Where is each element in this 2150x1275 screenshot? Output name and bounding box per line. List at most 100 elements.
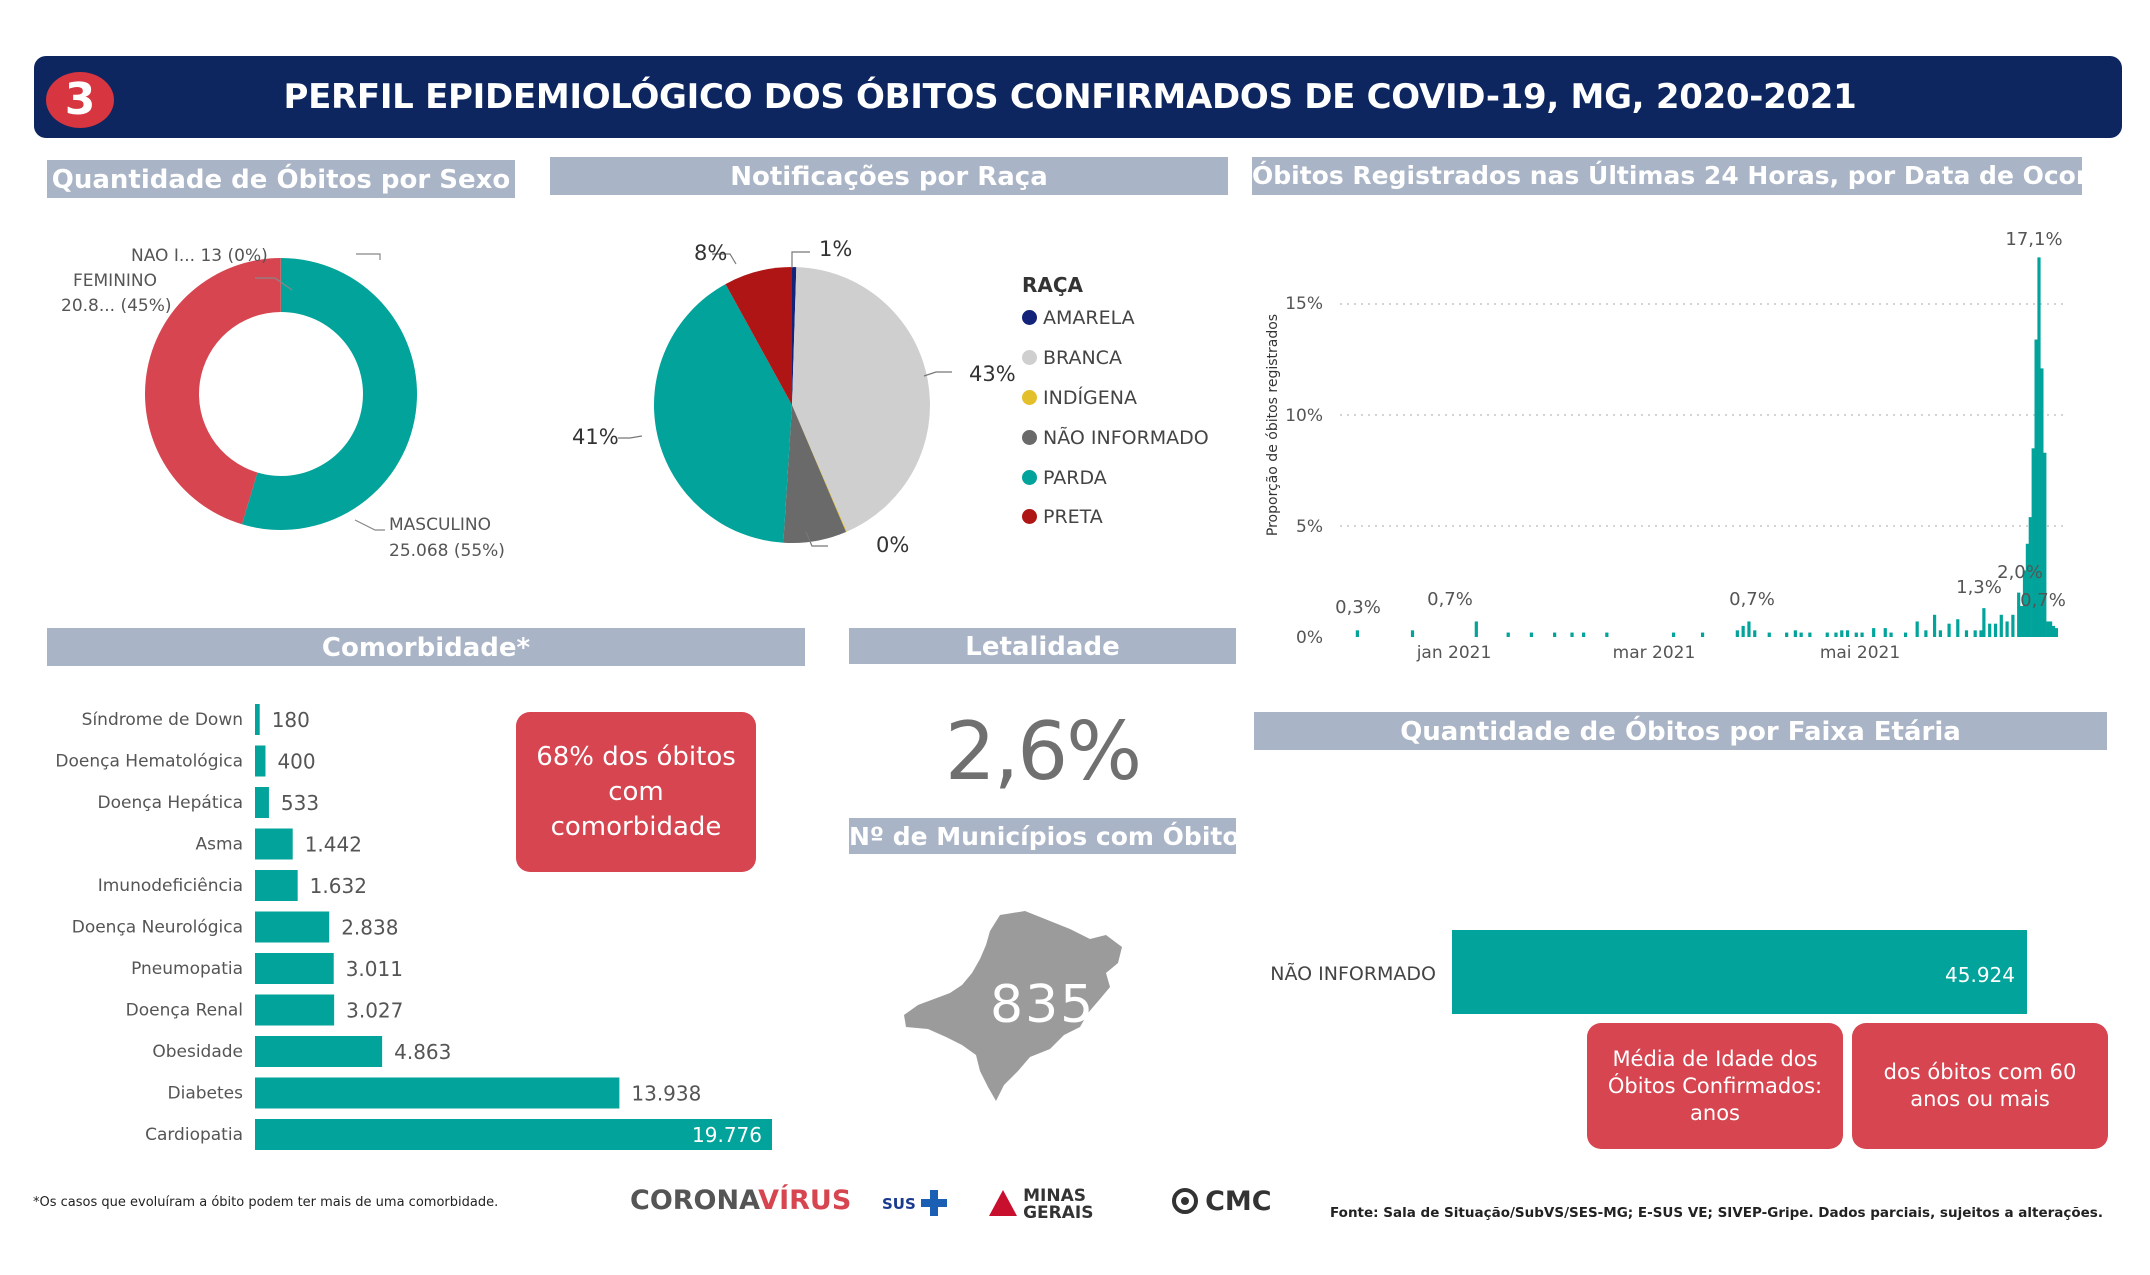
ytick-15: 15% — [1285, 294, 1323, 314]
timeline-bar — [2031, 448, 2035, 637]
legend-swatch — [1022, 390, 1037, 405]
raca-label-amarela: 1% — [819, 237, 853, 261]
timeline-ylabel: Proporção de óbitos registrados — [1265, 314, 1281, 536]
section-header-ultimas24: Óbitos Registrados nas Últimas 24 Horas,… — [1252, 157, 2082, 195]
comorbidade-bar — [255, 994, 335, 1026]
timeline-bar — [1840, 630, 1844, 637]
faixa-etaria-bar-chart: NÃO INFORMADO 45.924 — [1270, 930, 2027, 1014]
comorbidade-category-label: Obesidade — [152, 1042, 243, 1062]
comorbidade-callout-text: 68% dos óbitos com comorbidade — [536, 741, 736, 842]
comorbidade-bar — [255, 911, 330, 943]
sexo-label-feminino-value: 20.8... (45%) — [61, 296, 172, 316]
comorbidade-bar — [255, 870, 298, 901]
faixa-value-label: 45.924 — [1945, 963, 2015, 987]
legend-swatch — [1022, 310, 1037, 325]
xtick-jan: jan 2021 — [1416, 643, 1492, 663]
timeline-bar — [1999, 614, 2003, 637]
comorbidade-bar — [255, 704, 260, 735]
logo-minas-text: MINAS — [1023, 1186, 1086, 1206]
comorbidade-value-label: 180 — [272, 708, 310, 732]
section-number-badge: 3 — [46, 72, 114, 128]
comorbidade-value-label: 3.027 — [346, 999, 403, 1023]
comorbidade-category-label: Doença Renal — [126, 1001, 243, 1021]
media-idade-callout: Média de Idade dos Óbitos Confirmados: a… — [1587, 1023, 1843, 1149]
legend-label: PRETA — [1043, 506, 1103, 528]
timeline-bar — [2054, 628, 2058, 637]
timeline-bar — [2043, 452, 2047, 637]
legend-label: NÃO INFORMADO — [1043, 427, 1209, 449]
timeline-bar — [2040, 368, 2044, 637]
legend-item-amarela: AMARELA — [1022, 307, 1135, 329]
annotation-6: 0,7% — [2020, 590, 2066, 611]
timeline-bar — [1982, 608, 1986, 637]
annotation-3: 0,7% — [1729, 589, 1775, 610]
comorbidade-value-label: 4.863 — [394, 1040, 451, 1064]
comorbidade-category-label: Doença Hematológica — [55, 752, 243, 772]
section-header-municipios: Nº de Municípios com Óbitos — [849, 818, 1236, 854]
page-title: PERFIL EPIDEMIOLÓGICO DOS ÓBITOS CONFIRM… — [283, 77, 1857, 117]
sexo-label-masculino: MASCULINO — [389, 515, 491, 535]
section-header-comorbidade: Comorbidade* — [47, 628, 805, 666]
timeline-bar — [1793, 630, 1797, 637]
raca-label-preta: 8% — [694, 241, 728, 265]
timeline-bar — [1410, 630, 1415, 637]
raca-label-indigena: 0% — [876, 533, 910, 557]
timeline-bar — [1979, 630, 1983, 637]
timeline-bar — [1956, 619, 1960, 637]
header-bar — [34, 56, 2122, 138]
timeline-bar — [1570, 632, 1574, 637]
timeline-bar-chart: Proporção de óbitos registrados 15% 10% … — [1265, 229, 2068, 663]
comorbidade-value-label: 400 — [277, 750, 315, 774]
sessenta-anos-text: dos óbitos com 60 anos ou mais — [1883, 1060, 2077, 1111]
sus-cross-icon — [920, 1190, 947, 1216]
timeline-bar — [2025, 543, 2029, 637]
timeline-bar — [1741, 625, 1745, 637]
comorbidade-bar — [255, 787, 269, 818]
minas-triangle-icon — [989, 1190, 1017, 1216]
logo-gerais-text: GERAIS — [1023, 1203, 1094, 1223]
ytick-0: 0% — [1296, 628, 1323, 648]
legend-item-branca: BRANCA — [1022, 347, 1122, 369]
minas-gerais-logo: MINAS GERAIS — [988, 1188, 1093, 1222]
comorbidade-value-label: 1.632 — [310, 874, 367, 898]
timeline-bar — [2037, 257, 2041, 637]
legend-swatch — [1022, 509, 1037, 524]
legend-item-preta: PRETA — [1022, 506, 1103, 528]
faixa-bar — [1452, 930, 2027, 1014]
minas-gerais-map-icon — [904, 911, 1122, 1101]
timeline-bar — [1854, 632, 1858, 637]
pie-slice-indgena — [792, 405, 847, 532]
comorbidade-value-label: 533 — [281, 791, 319, 815]
legend-item-indigena: INDÍGENA — [1022, 387, 1137, 409]
timeline-bar — [1845, 630, 1850, 637]
logo-cmc-text: CMC — [1205, 1186, 1272, 1217]
footer-source: Fonte: Sala de Situação/SubVS/SES-MG; E-… — [1330, 1205, 2103, 1221]
media-idade-text: Média de Idade dos Óbitos Confirmados: a… — [1607, 1046, 1823, 1125]
timeline-bar — [1747, 621, 1751, 637]
section-header-sexo: Quantidade de Óbitos por Sexo — [47, 160, 515, 198]
timeline-bar — [1605, 632, 1609, 637]
comorbidade-callout: 68% dos óbitos com comorbidade — [516, 712, 756, 872]
comorbidade-value-label: 19.776 — [692, 1123, 762, 1147]
timeline-bar — [2017, 592, 2021, 637]
timeline-bar — [1474, 621, 1478, 637]
comorbidade-category-label: Doença Neurológica — [72, 918, 243, 938]
timeline-bar — [1753, 630, 1757, 637]
pie-slice-branca — [792, 267, 930, 532]
timeline-bar — [2019, 605, 2024, 637]
timeline-bar — [1834, 632, 1838, 637]
raca-pie-chart — [618, 251, 952, 547]
legend-label: AMARELA — [1043, 307, 1135, 329]
legend-label: BRANCA — [1043, 347, 1122, 369]
timeline-bar — [1932, 614, 1937, 637]
municipios-value: 835 — [990, 975, 1096, 1035]
sus-logo: SUS — [882, 1190, 947, 1216]
timeline-bar — [1582, 632, 1586, 637]
timeline-bar — [1355, 630, 1360, 637]
comorbidade-bar — [255, 1077, 620, 1109]
timeline-bar — [2028, 517, 2032, 637]
timeline-bar — [2034, 339, 2038, 637]
annotation-peak: 17,1% — [2005, 229, 2062, 250]
timeline-bar — [1825, 632, 1829, 637]
comorbidade-category-label: Cardiopatia — [145, 1125, 243, 1145]
